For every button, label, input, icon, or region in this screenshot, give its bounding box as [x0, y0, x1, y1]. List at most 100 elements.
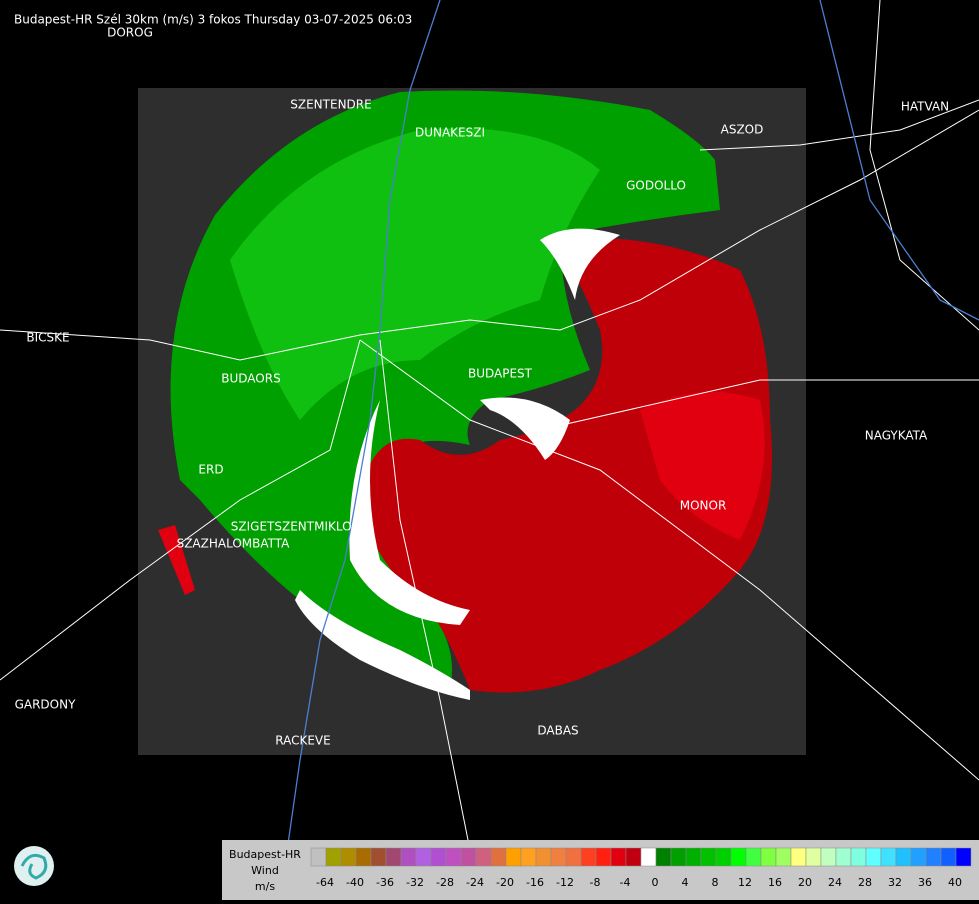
legend-tick-label: -24: [466, 876, 484, 889]
legend-tick-label: -12: [556, 876, 574, 889]
place-label: ERD: [198, 463, 223, 477]
zero-band: [480, 397, 570, 460]
legend-swatch: [805, 847, 822, 867]
legend-swatch: [940, 847, 957, 867]
logo: [14, 846, 54, 886]
legend-swatch: [730, 847, 747, 867]
legend-swatch: [760, 847, 777, 867]
place-label: BICSKE: [26, 331, 69, 345]
legend-tick-label: 8: [712, 876, 719, 889]
place-label: ASZOD: [721, 123, 764, 137]
legend-swatch: [370, 847, 387, 867]
legend-swatch: [580, 847, 597, 867]
legend-swatch: [445, 847, 462, 867]
legend-tick-label: 32: [888, 876, 902, 889]
legend-swatch: [880, 847, 897, 867]
zero-band: [295, 590, 470, 700]
legend-swatch: [700, 847, 717, 867]
legend-swatch: [550, 847, 567, 867]
logo-mark: [20, 853, 48, 880]
legend-swatch: [925, 847, 942, 867]
place-label: BUDAORS: [221, 372, 280, 386]
legend-swatch: [910, 847, 927, 867]
legend-tick-label: -64: [316, 876, 334, 889]
place-label: DOROG: [107, 26, 153, 40]
legend-swatch: [340, 847, 357, 867]
legend-tick-label: -32: [406, 876, 424, 889]
legend-swatch: [640, 847, 657, 867]
legend-swatch: [565, 847, 582, 867]
legend-swatch: [625, 847, 642, 867]
legend-swatch: [325, 847, 342, 867]
legend-tick-label: 20: [798, 876, 812, 889]
place-label: DABAS: [537, 724, 578, 738]
legend-swatch: [790, 847, 807, 867]
place-label: MONOR: [680, 499, 727, 513]
legend-swatch: [415, 847, 432, 867]
legend-swatch: [430, 847, 447, 867]
legend-tick-label: 28: [858, 876, 872, 889]
legend-tick-label: 40: [948, 876, 962, 889]
place-label: SZENTENDRE: [290, 98, 371, 112]
legend-swatch: [535, 847, 552, 867]
legend-swatch: [670, 847, 687, 867]
place-label: GARDONY: [15, 698, 77, 712]
legend-swatch: [895, 847, 912, 867]
legend-scale: -64 -40 -36 -32 -28 -24 -20 -16 -12 -8 -4 0 4 8 12 16 20…: [310, 847, 972, 889]
place-label: GODOLLO: [626, 179, 686, 193]
red-echo: [158, 525, 195, 595]
place-label: SZAZHALOMBATTA: [177, 537, 291, 551]
legend-swatch: [385, 847, 402, 867]
legend-tick-label: -28: [436, 876, 454, 889]
place-label: NAGYKATA: [865, 429, 928, 443]
legend-swatch: [310, 847, 327, 867]
rivers: [279, 0, 979, 901]
legend-swatch: [595, 847, 612, 867]
legend-unit: m/s: [255, 880, 275, 893]
legend-tick-label: 16: [768, 876, 782, 889]
legend-swatch: [835, 847, 852, 867]
place-labels: DOROG SZENTENDRE DUNAKESZI ASZOD HATVAN GODOL…: [15, 26, 973, 902]
legend-swatch: [715, 847, 732, 867]
legend-swatch: [505, 847, 522, 867]
legend-tick-label: 36: [918, 876, 932, 889]
legend-swatch: [355, 847, 372, 867]
legend-swatch: [490, 847, 507, 867]
red-echo: [360, 238, 772, 693]
zero-band: [540, 228, 620, 300]
zero-band: [349, 400, 470, 625]
legend-tick-label: -36: [376, 876, 394, 889]
legend-tick-label: -8: [590, 876, 601, 889]
legend-station: Budapest-HR: [229, 848, 301, 861]
legend-tick-label: -40: [346, 876, 364, 889]
legend-quantity: Wind: [251, 864, 279, 877]
legend-swatch: [820, 847, 837, 867]
legend-tick-label: -20: [496, 876, 514, 889]
legend-tick-label: 4: [682, 876, 689, 889]
legend-tick-label: 12: [738, 876, 752, 889]
legend-swatch: [655, 847, 672, 867]
legend-tick-label: -4: [620, 876, 631, 889]
place-label: HATVAN: [901, 100, 949, 114]
place-label: DUNAKESZI: [415, 126, 485, 140]
legend-swatch: [685, 847, 702, 867]
legend-tick-label: 24: [828, 876, 842, 889]
place-label: BUDAPEST: [468, 367, 533, 381]
legend-tick-label: 0: [652, 876, 659, 889]
red-echo-bright: [640, 392, 765, 540]
legend-swatch: [775, 847, 792, 867]
legend-swatch: [475, 847, 492, 867]
legend-swatch: [745, 847, 762, 867]
place-label: SZIGETSZENTMIKLOS: [231, 520, 359, 534]
place-label: RACKEVE: [275, 734, 330, 748]
legend-swatch: [610, 847, 627, 867]
legend-swatch: [850, 847, 867, 867]
legend-swatch: [400, 847, 417, 867]
green-echo-light: [230, 128, 600, 421]
legend-tick-label: -16: [526, 876, 544, 889]
title: Budapest-HR Szél 30km (m/s) 3 fokos Thur…: [14, 13, 412, 27]
legend-swatch: [865, 847, 882, 867]
legend-swatch: [460, 847, 477, 867]
